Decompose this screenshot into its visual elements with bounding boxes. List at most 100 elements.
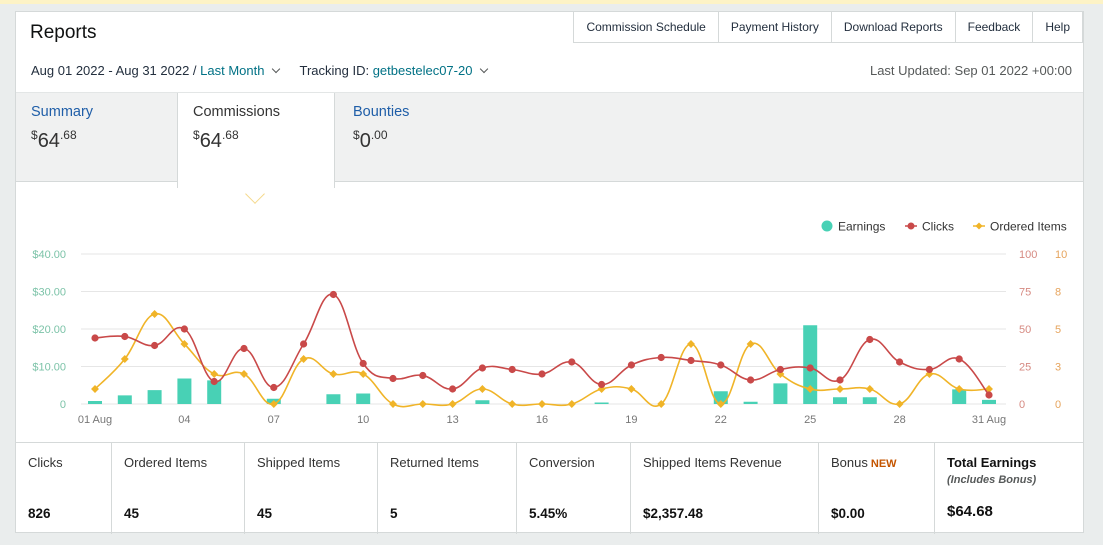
clicks-point <box>747 376 755 384</box>
clicks-point <box>717 361 725 369</box>
clicks-point <box>985 391 993 399</box>
earnings-chart: Earnings Clicks Ordered Items 0 $10.00 $20… <box>32 220 1067 427</box>
clicks-point <box>657 353 665 362</box>
earnings-bar <box>713 391 728 404</box>
tab-commissions-value: $64.68 <box>193 128 239 152</box>
tab-summary[interactable]: Summary $64.68 <box>16 93 177 183</box>
legend-clicks-marker <box>907 222 915 230</box>
ordered-items-point <box>865 385 874 393</box>
clicks-line <box>94 293 990 396</box>
help-button[interactable]: Help <box>1032 12 1083 43</box>
stat-ordered-items-label: Ordered Items <box>124 455 208 470</box>
stat-clicks-label: Clicks <box>28 455 63 470</box>
earnings-bar <box>147 390 162 404</box>
y-clicks-tick-label: 50 <box>1019 324 1031 336</box>
chevron-down-icon[interactable] <box>480 64 489 74</box>
stat-returned-items: Returned Items 5 <box>378 443 517 534</box>
reports-card: Reports Commission Schedule Payment Hist… <box>15 11 1084 534</box>
stat-total-earnings: Total Earnings (Includes Bonus) $64.68 <box>935 443 1083 534</box>
stat-shipped-items: Shipped Items 45 <box>245 443 378 534</box>
clicks-point <box>925 365 934 374</box>
clicks-point <box>508 365 516 374</box>
clicks-point <box>478 364 486 372</box>
clicks-point <box>627 361 636 369</box>
stat-total-earnings-value: $64.68 <box>947 503 993 520</box>
stat-shipped-revenue: Shipped Items Revenue $2,357.48 <box>631 443 819 534</box>
page-title: Reports <box>30 22 97 43</box>
clicks-point <box>180 325 188 333</box>
stat-conversion: Conversion 5.45% <box>517 443 631 534</box>
y-ordered-tick-label: 0 <box>1055 399 1061 411</box>
clicks-point <box>806 364 814 372</box>
commission-schedule-button[interactable]: Commission Schedule <box>573 12 719 43</box>
clicks-point <box>91 334 99 342</box>
clicks-point <box>151 341 159 350</box>
chart-legend: Earnings Clicks Ordered Items <box>821 220 1067 234</box>
x-tick-label: 16 <box>536 414 548 426</box>
stat-ordered-items: Ordered Items 45 <box>112 443 245 534</box>
tracking-id-dropdown[interactable]: getbestelec07-20 <box>372 63 473 78</box>
tab-bounties-label: Bounties <box>353 104 410 120</box>
stat-shipped-items-label: Shipped Items <box>257 455 341 470</box>
earnings-bar <box>773 383 788 404</box>
filters-row: Aug 01 2022 - Aug 31 2022 / Last Month T… <box>31 63 497 78</box>
x-tick-label: 25 <box>804 414 816 426</box>
ordered-items-point <box>418 400 427 408</box>
stats-row: Clicks 826 Ordered Items 45 Shipped Item… <box>16 442 1083 534</box>
legend-earnings-marker <box>821 220 833 232</box>
stat-bonus: Bonus NEW $0.00 <box>819 443 935 534</box>
announcement-strip <box>0 0 1103 4</box>
clicks-point <box>955 355 963 363</box>
period-dropdown[interactable]: Last Month <box>200 63 265 78</box>
x-tick-label: 04 <box>178 414 190 426</box>
y-clicks-tick-label: 75 <box>1019 287 1031 299</box>
clicks-point <box>419 371 427 380</box>
clicks-point <box>210 377 218 386</box>
y-left-tick-label: $10.00 <box>32 362 66 374</box>
tab-summary-value: $64.68 <box>31 128 77 152</box>
y-ordered-tick-label: 3 <box>1055 362 1061 374</box>
earnings-bar <box>982 399 996 404</box>
legend-ordered-label: Ordered Items <box>990 220 1067 234</box>
ordered-items-point <box>299 355 308 363</box>
tab-summary-label: Summary <box>31 104 94 120</box>
clicks-point <box>329 290 337 299</box>
clicks-point <box>121 332 129 341</box>
feedback-button[interactable]: Feedback <box>954 12 1034 43</box>
new-badge: NEW <box>870 458 897 470</box>
stat-clicks-value: 826 <box>28 506 51 521</box>
stat-returned-items-value: 5 <box>390 506 398 521</box>
legend-earnings-label: Earnings <box>838 220 885 234</box>
y-left-tick-label: $20.00 <box>32 324 66 336</box>
stat-bonus-label: Bonus NEW <box>831 455 897 470</box>
download-reports-button[interactable]: Download Reports <box>830 12 956 43</box>
clicks-point <box>449 385 457 393</box>
ordered-items-point <box>180 340 189 348</box>
ordered-items-point <box>329 370 338 378</box>
clicks-point <box>389 374 397 383</box>
ordered-items-point <box>389 400 397 408</box>
clicks-point <box>866 335 874 344</box>
x-tick-label: 22 <box>715 414 727 426</box>
top-nav: Commission Schedule Payment History Down… <box>573 12 1083 43</box>
x-tick-label: 01 Aug <box>78 414 112 426</box>
earnings-bar <box>207 380 222 404</box>
earnings-bar <box>117 395 132 404</box>
ordered-items-point <box>359 370 368 378</box>
earnings-bar <box>833 397 847 404</box>
x-tick-label: 19 <box>625 414 637 426</box>
ordered-items-point <box>91 385 99 393</box>
chevron-down-icon[interactable] <box>272 64 281 74</box>
tab-commissions-label: Commissions <box>193 104 281 120</box>
stat-shipped-revenue-label: Shipped Items Revenue <box>643 455 782 470</box>
tab-commissions[interactable]: Commissions $64.68 <box>177 93 335 188</box>
y-ordered-tick-label: 5 <box>1055 324 1061 336</box>
stat-shipped-items-value: 45 <box>257 506 273 521</box>
stat-total-earnings-label: Total Earnings <box>947 455 1037 470</box>
clicks-point <box>240 344 248 353</box>
ordered-items-point <box>150 310 159 318</box>
clicks-point <box>776 365 785 374</box>
payment-history-button[interactable]: Payment History <box>717 12 832 43</box>
y-left-tick-label: $30.00 <box>32 287 66 299</box>
tab-bounties[interactable]: Bounties $0.00 <box>338 93 498 183</box>
